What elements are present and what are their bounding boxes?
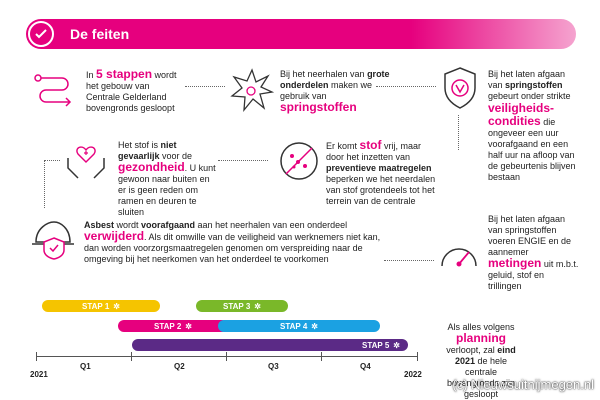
axis-tick (417, 352, 418, 361)
fact-springstoffen: Bij het neerhalen van grote onderdelen m… (280, 69, 390, 114)
gauge-icon (441, 248, 477, 267)
connector (376, 86, 436, 87)
axis-label-q4: Q4 (360, 362, 371, 371)
axis-tick (36, 352, 37, 361)
axis-tick (131, 352, 132, 361)
axis-label-q1: Q1 (80, 362, 91, 371)
fact-veiligheid: Bij het laten afgaan van springstoffen g… (488, 69, 576, 182)
fact-stof: Er komt stof vrij, maar door het inzette… (326, 138, 436, 206)
connector (218, 160, 268, 161)
watermark: (c) Nieuwsuitnijmegen.nl (452, 377, 594, 392)
timeline-bar-stap-4: STAP 4 ✲ (218, 320, 380, 332)
fact-stappen: In 5 stappen wordt het gebouw van Centra… (86, 67, 177, 113)
flow-steps-icon (34, 74, 72, 107)
connector (185, 86, 225, 87)
axis-label-q3: Q3 (268, 362, 279, 371)
fact-asbest: Asbest wordt voorafgaand aan het neerhal… (84, 220, 381, 264)
check-circle-icon (28, 21, 54, 47)
shield-icon (444, 67, 476, 109)
page-title: De feiten (70, 26, 130, 42)
timeline-bar-stap-3: STAP 3 ✲ (196, 300, 288, 312)
explosion-icon (230, 68, 274, 112)
axis-tick (226, 352, 227, 361)
timeline-axis (36, 356, 418, 357)
fact-metingen: Bij het laten afgaan van springstoffen v… (488, 214, 579, 291)
fact-gezondheid: Het stof is niet gevaarlijk voor de gezo… (118, 140, 216, 217)
axis-tick (321, 352, 322, 361)
axis-label-q2: Q2 (174, 362, 185, 371)
axis-label-2022: 2022 (404, 370, 422, 379)
connector (44, 160, 60, 161)
header-bar (26, 19, 576, 49)
fact-planning: Als alles volgens planning verloopt, zal… (446, 322, 516, 399)
connector (384, 260, 434, 261)
hands-heart-icon (67, 146, 105, 179)
helmet-shield-icon (32, 221, 74, 260)
timeline-bar-stap-5: STAP 5 ✲ (132, 339, 408, 351)
axis-label-2021: 2021 (30, 370, 48, 379)
timeline-bar-stap-1: STAP 1 ✲ (42, 300, 160, 312)
no-dust-icon (280, 142, 318, 180)
connector (44, 160, 45, 208)
connector (458, 115, 459, 150)
timeline-bar-stap-2: STAP 2 ✲ (118, 320, 228, 332)
